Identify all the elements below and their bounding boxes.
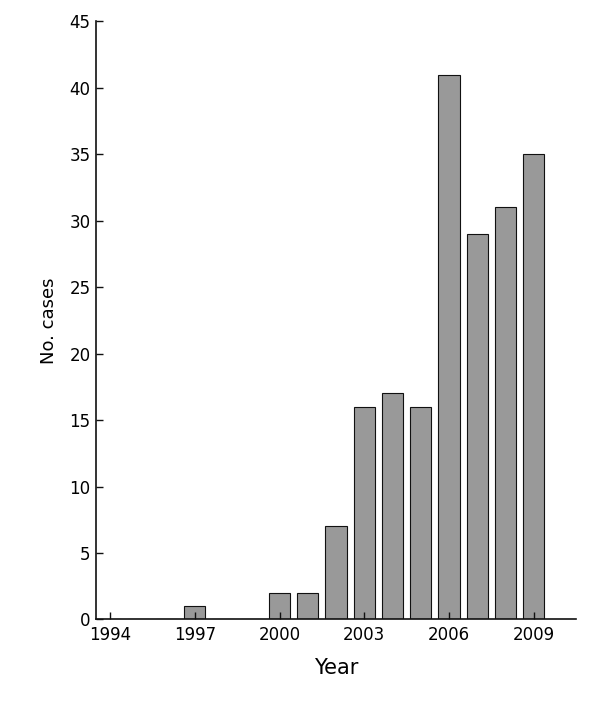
Bar bbox=[410, 407, 431, 619]
X-axis label: Year: Year bbox=[314, 659, 358, 679]
Y-axis label: No. cases: No. cases bbox=[40, 277, 58, 364]
Bar bbox=[353, 407, 375, 619]
Bar bbox=[297, 593, 319, 619]
Bar bbox=[467, 234, 488, 619]
Bar bbox=[382, 394, 403, 619]
Bar bbox=[439, 75, 460, 619]
Bar bbox=[269, 593, 290, 619]
Bar bbox=[184, 606, 205, 619]
Bar bbox=[495, 207, 516, 619]
Bar bbox=[523, 155, 544, 619]
Bar bbox=[325, 526, 347, 619]
